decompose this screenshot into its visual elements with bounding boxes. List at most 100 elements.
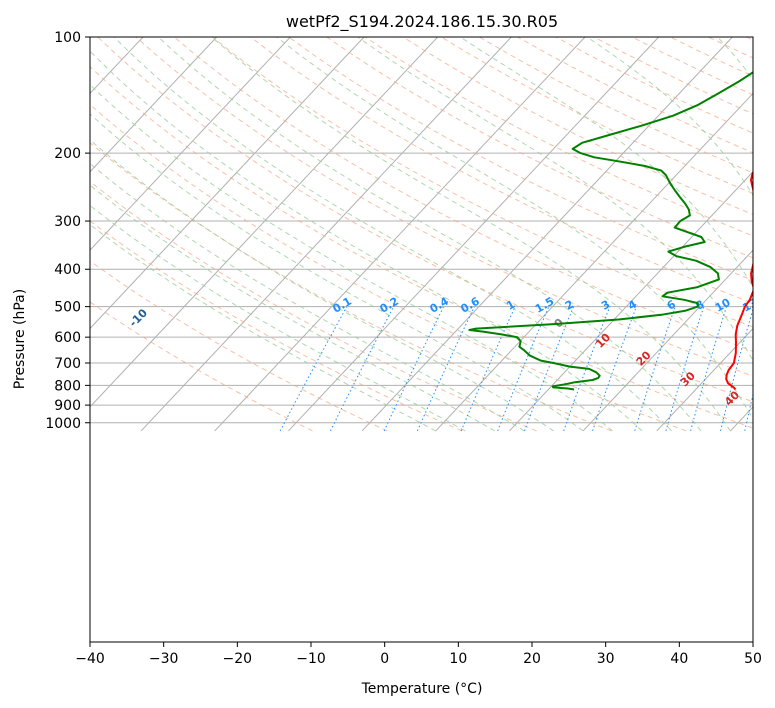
- y-tick-label: 800: [54, 378, 81, 394]
- moist-adiabat-32: [460, 37, 753, 289]
- x-tick-label: −30: [149, 651, 179, 667]
- mixing-ratio-line: [524, 306, 575, 432]
- mixing-ratio-label: 0.4: [428, 295, 452, 316]
- plot-frame: [89, 36, 754, 643]
- mixing-ratio-line: [279, 306, 348, 432]
- dry-adiabat-90: [326, 37, 753, 259]
- isotherm--90: [90, 37, 291, 251]
- dry-adiabat-10: [90, 103, 687, 432]
- isotherm-10: [656, 327, 753, 432]
- y-tick-label: 600: [54, 330, 81, 346]
- y-tick-label: 700: [54, 356, 81, 372]
- y-tick-label: 200: [54, 146, 81, 162]
- x-tick-label: 10: [449, 651, 467, 667]
- isotherm-0: [582, 249, 753, 432]
- dewpoint-line: [468, 71, 753, 391]
- moist-adiabat-4: [90, 84, 613, 432]
- mixing-ratio-label: 0.2: [377, 295, 400, 316]
- dry-adiabat--40: [90, 301, 313, 432]
- dry-adiabat-140: [517, 37, 753, 154]
- x-tick-label: −10: [296, 651, 326, 667]
- mixing-ratio-line: [330, 306, 395, 432]
- x-tick-label: −20: [223, 651, 253, 667]
- moist-adiabat--20: [90, 224, 436, 432]
- dry-adiabat--20: [90, 220, 463, 432]
- moist-adiabat-16: [157, 37, 702, 432]
- y-tick-label: 300: [54, 214, 81, 230]
- dry-adiabat--10: [90, 180, 537, 432]
- moist-adiabat--16: [90, 204, 466, 432]
- dry-adiabat-0: [90, 142, 612, 432]
- mixing-ratio-line: [771, 307, 775, 431]
- moist-adiabat--12: [90, 184, 495, 432]
- y-tick-label: 900: [54, 398, 81, 414]
- moist-adiabat-label: 30: [678, 369, 698, 389]
- background-lines: [90, 37, 775, 432]
- temperature-line: [725, 171, 753, 391]
- mixing-ratio-label: 0.6: [458, 295, 482, 316]
- mixing-ratio-line: [416, 306, 475, 432]
- y-axis-label: Pressure (hPa): [12, 289, 28, 389]
- mixing-ratio-line: [634, 306, 676, 432]
- moist-adiabat-12: [113, 37, 672, 432]
- y-tick-label: 500: [54, 300, 81, 316]
- mixing-ratio-label: 1: [504, 298, 517, 313]
- dry-adiabat-70: [250, 37, 753, 304]
- dry-adiabat-130: [479, 37, 753, 174]
- x-tick-label: 0: [380, 651, 389, 667]
- dry-adiabat-50: [173, 37, 753, 352]
- mixing-ratio-label: 16: [762, 296, 775, 315]
- isotherm--20: [435, 92, 753, 432]
- isotherm--40: [288, 37, 660, 432]
- mixing-ratio-line: [383, 306, 445, 432]
- dry-adiabat-190: [708, 37, 753, 59]
- moist-adiabat-24: [276, 37, 753, 421]
- dry-adiabat-40: [135, 37, 753, 377]
- dry-adiabat--30: [90, 260, 388, 432]
- isotherm--60: [140, 37, 512, 432]
- isotherm--100: [90, 37, 218, 173]
- moist-adiabat-36: [586, 37, 753, 197]
- mixing-ratio-label: 2: [563, 298, 576, 313]
- moist-adiabat-0: [90, 113, 584, 432]
- mixing-ratio-line: [665, 306, 705, 432]
- mixing-ratio-line: [720, 307, 753, 432]
- profile-lines: [468, 71, 753, 391]
- chart-title: wetPf2_S194.2024.186.15.30.R05: [286, 12, 558, 32]
- mixing-ratio-line: [690, 306, 727, 432]
- dry-adiabat-label: -20: [27, 284, 50, 307]
- y-tick-label: 400: [54, 262, 81, 278]
- moist-adiabat-label: 10: [593, 330, 613, 350]
- mixing-ratio-label: 8: [693, 298, 706, 313]
- moist-adiabat-label: 20: [634, 348, 654, 368]
- x-tick-label: 30: [597, 651, 615, 667]
- isotherm--70: [90, 37, 439, 408]
- isotherm--80: [90, 37, 365, 330]
- mixing-ratio-line: [592, 306, 637, 432]
- mixing-ratio-label: 0.1: [331, 295, 354, 316]
- dry-adiabat-170: [631, 37, 753, 96]
- x-tick-label: −40: [75, 651, 105, 667]
- isotherm--30: [361, 37, 733, 432]
- moist-adiabat-40: [717, 37, 753, 81]
- moist-adiabat--8: [90, 162, 525, 432]
- y-tick-label: 1000: [45, 416, 81, 432]
- mixing-ratio-label: 3: [599, 298, 612, 313]
- mixing-ratio-line: [497, 306, 550, 432]
- moist-adiabat-8: [90, 50, 643, 432]
- mixing-ratio-label: 6: [665, 297, 678, 312]
- x-tick-label: 50: [744, 651, 762, 667]
- y-axis-ticks: 100 200 300 400 500 600 700 800 900 1000: [45, 30, 90, 432]
- mixing-ratio-label: 10: [713, 296, 733, 315]
- dry-adiabat-30: [97, 37, 753, 403]
- y-tick-label: 100: [54, 30, 81, 46]
- mixing-ratio-label: 1.5: [533, 295, 556, 316]
- isotherm--50: [214, 37, 586, 432]
- x-axis-label: Temperature (°C): [361, 681, 483, 697]
- mixing-ratio-line: [563, 306, 611, 432]
- moist-adiabat--4: [90, 139, 554, 432]
- dry-adiabat-label: -10: [127, 306, 150, 329]
- x-axis-ticks: −40 −30 −20 −10 0 10 20 30 40 50: [75, 642, 762, 667]
- mixing-ratio-line: [460, 306, 516, 432]
